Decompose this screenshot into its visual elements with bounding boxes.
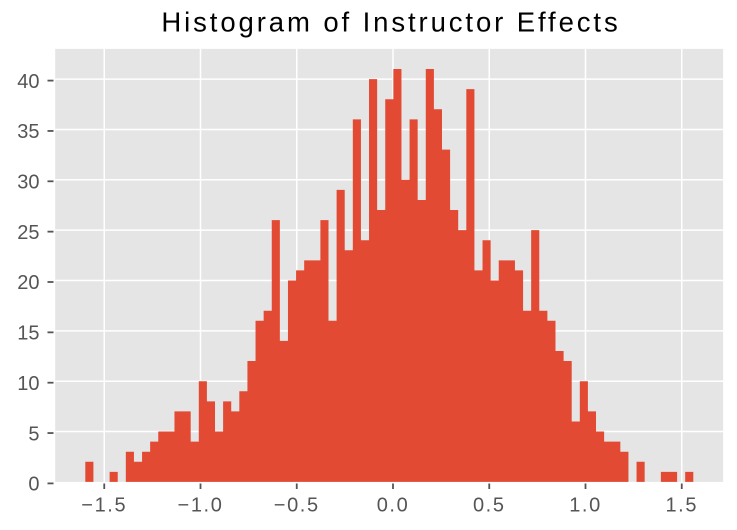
svg-text:25: 25 bbox=[17, 222, 39, 244]
svg-text:35: 35 bbox=[17, 121, 39, 143]
svg-text:0.0: 0.0 bbox=[377, 495, 410, 517]
svg-text:10: 10 bbox=[17, 373, 39, 395]
svg-text:30: 30 bbox=[17, 172, 39, 194]
svg-text:Histogram of Instructor Effect: Histogram of Instructor Effects bbox=[161, 6, 620, 37]
svg-text:20: 20 bbox=[17, 272, 39, 294]
svg-text:−1.0: −1.0 bbox=[178, 495, 224, 517]
svg-text:15: 15 bbox=[17, 323, 39, 345]
svg-text:−0.5: −0.5 bbox=[274, 495, 320, 517]
svg-text:5: 5 bbox=[28, 423, 39, 445]
svg-text:0.5: 0.5 bbox=[473, 495, 506, 517]
svg-text:1.5: 1.5 bbox=[665, 495, 698, 517]
svg-text:40: 40 bbox=[17, 71, 39, 93]
svg-text:−1.5: −1.5 bbox=[81, 495, 127, 517]
svg-text:1.0: 1.0 bbox=[569, 495, 602, 517]
svg-text:0: 0 bbox=[28, 474, 39, 496]
